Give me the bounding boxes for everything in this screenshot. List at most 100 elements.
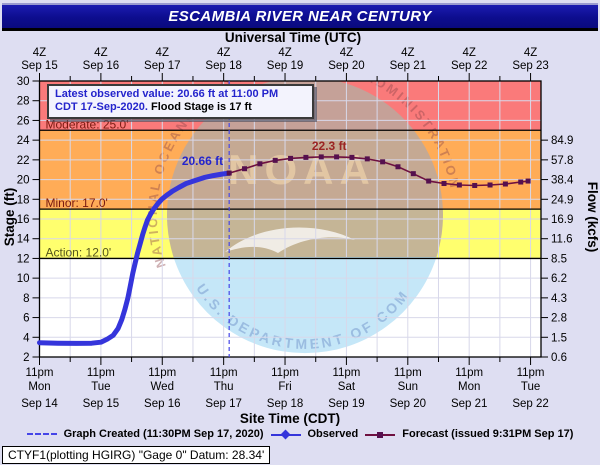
footer-text: CTYF1(plotting HGIRG) "Gage 0" Datum: 28…	[8, 448, 265, 462]
utc-tick-time-label: 4Z	[217, 47, 230, 59]
forecast-marker	[349, 154, 355, 160]
observed-latest-value-label: 20.66 ft	[182, 154, 223, 168]
site-tick-date-label: Sep 18	[267, 398, 303, 410]
utc-tick-time-label: 4Z	[156, 47, 169, 59]
stage-tick-label: 4	[23, 332, 30, 344]
utc-tick-time-label: 4Z	[524, 47, 537, 59]
forecast-marker	[441, 181, 447, 187]
site-tick-day-label: Mon	[28, 381, 50, 393]
flow-tick-label: 1.5	[551, 332, 567, 344]
bottom-axis-title: Site Time (CDT)	[240, 411, 340, 426]
flood-category-label-minor: Minor: 17.0'	[46, 196, 108, 210]
site-tick-day-label: Thu	[214, 381, 234, 393]
flow-tick-label: 24.9	[551, 194, 573, 206]
stage-tick-label: 28	[17, 96, 30, 108]
stage-tick-label: 8	[23, 293, 29, 305]
utc-tick-date-label: Sep 18	[205, 60, 241, 72]
site-tick-time-label: 11pm	[271, 367, 299, 379]
forecast-marker	[525, 178, 531, 184]
forecast-marker	[303, 154, 309, 160]
site-tick-date-label: Sep 15	[83, 398, 119, 410]
utc-tick-date-label: Sep 21	[390, 60, 426, 72]
forecast-markers	[226, 154, 531, 188]
forecast-marker	[502, 181, 508, 187]
noaa-seagull-icon	[225, 227, 355, 253]
stage-tick-label: 18	[17, 194, 30, 206]
stage-tick-label: 10	[17, 273, 30, 285]
site-tick-date-label: Sep 20	[390, 398, 426, 410]
utc-tick-time-label: 4Z	[278, 47, 291, 59]
forecast-marker	[272, 157, 278, 163]
forecast-marker	[242, 166, 248, 172]
forecast-marker	[257, 161, 263, 167]
utc-tick-date-label: Sep 16	[83, 60, 119, 72]
forecast-marker	[487, 182, 493, 188]
legend-created-label: Graph Created (11:30PM Sep 17, 2020)	[63, 428, 264, 440]
stage-tick-label: 6	[23, 313, 29, 325]
site-tick-date-label: Sep 21	[451, 398, 487, 410]
graph-created-line-icon	[26, 433, 57, 435]
utc-tick-date-label: Sep 15	[21, 60, 57, 72]
stage-tick-label: 12	[17, 253, 30, 265]
flow-tick-label: 0.6	[551, 352, 567, 364]
callout-observed-value: Latest observed value: 20.66 ft at 11:00…	[55, 88, 279, 100]
site-tick-day-label: Fri	[278, 381, 291, 393]
site-tick-date-label: Sep 14	[21, 398, 58, 410]
site-tick-time-label: 11pm	[26, 367, 54, 379]
legend-forecast-label: Forecast (issued 9:31PM Sep 17)	[402, 428, 574, 440]
forecast-marker	[380, 159, 386, 165]
left-axis-title: Stage (ft)	[2, 188, 17, 247]
site-tick-date-label: Sep 19	[328, 398, 364, 410]
axis-ticks	[32, 73, 548, 365]
title-bar: ESCAMBIA RIVER NEAR CENTURY	[2, 3, 598, 31]
forecast-marker	[410, 171, 416, 177]
flow-tick-label: 84.9	[551, 135, 573, 147]
site-tick-day-label: Sun	[398, 381, 418, 393]
site-tick-time-label: 11pm	[332, 367, 360, 379]
stage-tick-label: 16	[17, 214, 30, 226]
stage-tick-label: 2	[23, 352, 29, 364]
utc-tick-date-label: Sep 22	[451, 60, 487, 72]
site-tick-day-label: Mon	[458, 381, 480, 393]
stage-tick-label: 30	[17, 76, 30, 88]
forecast-crest-value-label: 22.3 ft	[312, 139, 347, 153]
stage-tick-label: 20	[17, 175, 30, 187]
forecast-marker	[472, 182, 478, 188]
stage-tick-label: 26	[17, 115, 30, 127]
flow-tick-label: 11.6	[551, 234, 573, 246]
page-title: ESCAMBIA RIVER NEAR CENTURY	[168, 8, 432, 25]
flow-tick-label: 38.4	[551, 175, 574, 187]
noaa-sea-half	[173, 257, 437, 354]
site-tick-day-label: Sat	[338, 381, 356, 393]
forecast-marker	[364, 156, 370, 162]
callout-date: CDT 17-Sep-2020.	[55, 101, 148, 113]
stage-tick-label: 14	[17, 234, 30, 246]
forecast-marker	[318, 154, 324, 160]
forecast-marker	[288, 155, 294, 161]
utc-tick-time-label: 4Z	[94, 47, 107, 59]
forecast-marker	[334, 154, 340, 160]
site-tick-time-label: 11pm	[148, 367, 176, 379]
utc-tick-time-label: 4Z	[33, 47, 46, 59]
site-tick-day-label: Tue	[91, 381, 110, 393]
noaa-disc	[167, 81, 443, 354]
forecast-line-icon	[365, 430, 396, 439]
legend-observed-label: Observed	[307, 428, 359, 440]
utc-tick-time-label: 4Z	[462, 47, 475, 59]
utc-tick-time-label: 4Z	[340, 47, 353, 59]
utc-tick-date-label: Sep 20	[328, 60, 364, 72]
forecast-marker	[395, 164, 401, 170]
forecast-marker	[226, 170, 232, 176]
site-tick-time-label: 11pm	[210, 367, 238, 379]
site-tick-day-label: Tue	[521, 381, 540, 393]
site-tick-time-label: 11pm	[455, 367, 483, 379]
site-tick-time-label: 11pm	[394, 367, 422, 379]
site-tick-day-label: Wed	[151, 381, 174, 393]
stage-tick-label: 22	[17, 155, 30, 167]
site-tick-date-label: Sep 16	[144, 398, 180, 410]
utc-tick-date-label: Sep 17	[144, 60, 180, 72]
